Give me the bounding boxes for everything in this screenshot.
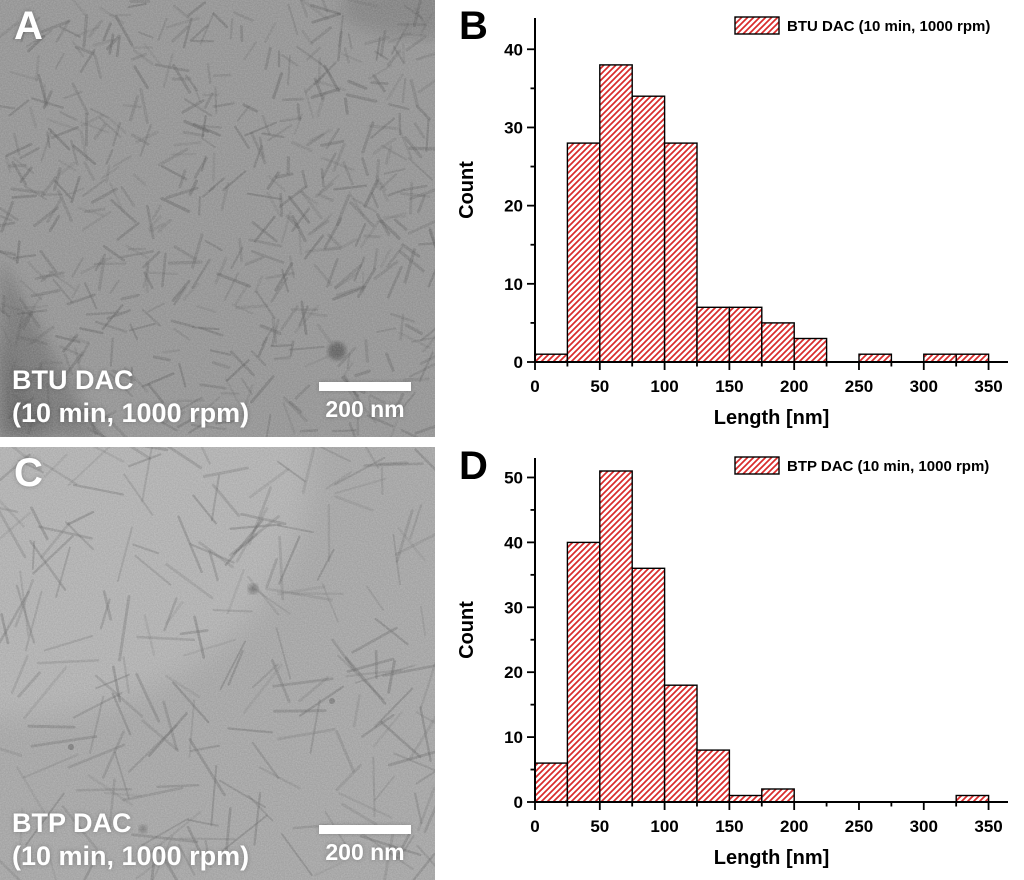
x-tick-label: 200 bbox=[780, 817, 808, 836]
x-tick-label: 0 bbox=[530, 817, 539, 836]
y-axis-label: Count bbox=[456, 161, 478, 219]
histogram-bar bbox=[599, 64, 633, 363]
x-tick-label: 150 bbox=[715, 817, 743, 836]
legend-swatch bbox=[734, 456, 780, 475]
histogram-bar bbox=[696, 749, 731, 803]
grain-overlay-light-c bbox=[0, 447, 435, 880]
y-tick-label: 30 bbox=[504, 118, 523, 137]
legend-label: BTU DAC (10 min, 1000 rpm) bbox=[787, 18, 990, 35]
histogram-chart-D: 0 10 20 30 40 50 0 50 100 150 200 250 300 350 Count Len… bbox=[456, 456, 1008, 869]
tem-caption-a: BTU DAC (10 min, 1000 rpm) bbox=[12, 364, 249, 429]
tem-caption-c: BTP DAC (10 min, 1000 rpm) bbox=[12, 807, 249, 872]
y-tick-label: 10 bbox=[504, 728, 523, 747]
scale-bar-c: 200 nm bbox=[319, 825, 411, 866]
grain-overlay-light-a bbox=[0, 0, 435, 437]
histogram-bar bbox=[599, 470, 633, 803]
x-tick-label: 350 bbox=[974, 817, 1002, 836]
panel-letter-a: A bbox=[14, 4, 44, 48]
x-axis-label: Length [nm] bbox=[714, 847, 830, 869]
panel-letter-d: D bbox=[459, 444, 489, 488]
histogram-bar bbox=[566, 142, 601, 363]
panel-letter-c: C bbox=[14, 451, 44, 495]
histogram-bar bbox=[663, 684, 698, 803]
scale-bar-line-c bbox=[319, 825, 411, 834]
tem-panel-c: C BTP DAC (10 min, 1000 rpm) 200 nm bbox=[0, 447, 435, 880]
histogram-bar bbox=[858, 353, 893, 363]
x-tick-label: 250 bbox=[845, 817, 873, 836]
histogram-chart-B: 0 10 20 30 40 0 50 100 150 200 250 300 350 Count Lengt… bbox=[456, 16, 1008, 429]
y-tick-label: 30 bbox=[504, 598, 523, 617]
x-tick-label: 100 bbox=[650, 817, 678, 836]
y-tick-label: 20 bbox=[504, 197, 523, 216]
legend: BTP DAC (10 min, 1000 rpm) bbox=[734, 456, 989, 475]
x-tick-label: 0 bbox=[530, 377, 539, 396]
histogram-bar bbox=[761, 788, 795, 803]
x-tick-label: 300 bbox=[910, 377, 938, 396]
sample-conditions-a: (10 min, 1000 rpm) bbox=[12, 397, 250, 428]
tick-labels: 0 10 20 30 40 50 0 50 100 150 200 250 300 350 bbox=[504, 468, 1003, 836]
y-tick-label: 10 bbox=[504, 275, 523, 294]
histogram-bar bbox=[923, 353, 957, 363]
histogram-bar bbox=[566, 541, 601, 803]
x-tick-label: 300 bbox=[910, 817, 938, 836]
sample-conditions-c: (10 min, 1000 rpm) bbox=[12, 840, 250, 871]
tick-labels: 0 10 20 30 40 0 50 100 150 200 250 300 350 bbox=[504, 40, 1003, 396]
sample-name-c: BTP DAC bbox=[12, 808, 132, 839]
tem-panel-a: A BTU DAC (10 min, 1000 rpm) 200 nm bbox=[0, 0, 435, 437]
y-tick-label: 0 bbox=[514, 353, 523, 372]
histogram-d: 0 10 20 30 40 50 0 50 100 150 200 250 300 350 Count Len… bbox=[435, 440, 1024, 880]
chart-panel-d: D 0 10 20 30 40 50 0 50 100 150 200 250 300 350 Count L… bbox=[435, 440, 1024, 880]
tem-micrograph-a bbox=[0, 0, 435, 437]
x-axis-label: Length [nm] bbox=[714, 407, 830, 429]
x-tick-label: 200 bbox=[780, 377, 808, 396]
histogram-bar bbox=[534, 353, 569, 363]
bars bbox=[534, 64, 990, 363]
x-tick-label: 50 bbox=[590, 817, 609, 836]
x-tick-label: 250 bbox=[845, 377, 873, 396]
legend-label: BTP DAC (10 min, 1000 rpm) bbox=[787, 458, 989, 475]
x-tick-label: 50 bbox=[590, 377, 609, 396]
histogram-bar bbox=[534, 762, 569, 803]
x-tick-label: 350 bbox=[974, 377, 1002, 396]
scale-bar-line-a bbox=[319, 382, 411, 391]
y-tick-label: 0 bbox=[514, 793, 523, 812]
histogram-bar bbox=[663, 142, 698, 363]
y-tick-label: 40 bbox=[504, 40, 523, 59]
bars bbox=[534, 470, 990, 803]
y-axis-label: Count bbox=[456, 601, 478, 659]
legend: BTU DAC (10 min, 1000 rpm) bbox=[734, 16, 990, 35]
ticks bbox=[527, 476, 990, 810]
histogram-bar bbox=[631, 95, 666, 363]
sample-name-a: BTU DAC bbox=[12, 365, 134, 396]
ticks bbox=[527, 48, 990, 370]
tem-micrograph-c bbox=[0, 447, 435, 880]
histogram-bar bbox=[728, 306, 763, 363]
histogram-bar bbox=[761, 322, 795, 363]
y-tick-label: 40 bbox=[504, 533, 523, 552]
axes bbox=[534, 18, 1008, 363]
x-tick-label: 150 bbox=[715, 377, 743, 396]
histogram-b: 0 10 20 30 40 0 50 100 150 200 250 300 350 Count Lengt… bbox=[435, 0, 1024, 440]
chart-panel-b: B 0 10 20 30 40 0 50 100 150 200 250 300 350 Count Len… bbox=[435, 0, 1024, 440]
scale-bar-a: 200 nm bbox=[319, 382, 411, 423]
scale-bar-label-a: 200 nm bbox=[325, 396, 405, 422]
histogram-bar bbox=[631, 567, 666, 803]
x-tick-label: 100 bbox=[650, 377, 678, 396]
panel-letter-b: B bbox=[459, 4, 489, 48]
scale-bar-label-c: 200 nm bbox=[325, 839, 405, 865]
legend-swatch bbox=[734, 16, 780, 35]
axes bbox=[534, 458, 1008, 803]
histogram-bar bbox=[793, 337, 828, 363]
histogram-bar bbox=[955, 353, 990, 363]
y-tick-label: 20 bbox=[504, 663, 523, 682]
histogram-bar bbox=[696, 306, 731, 363]
y-tick-label: 50 bbox=[504, 468, 523, 487]
